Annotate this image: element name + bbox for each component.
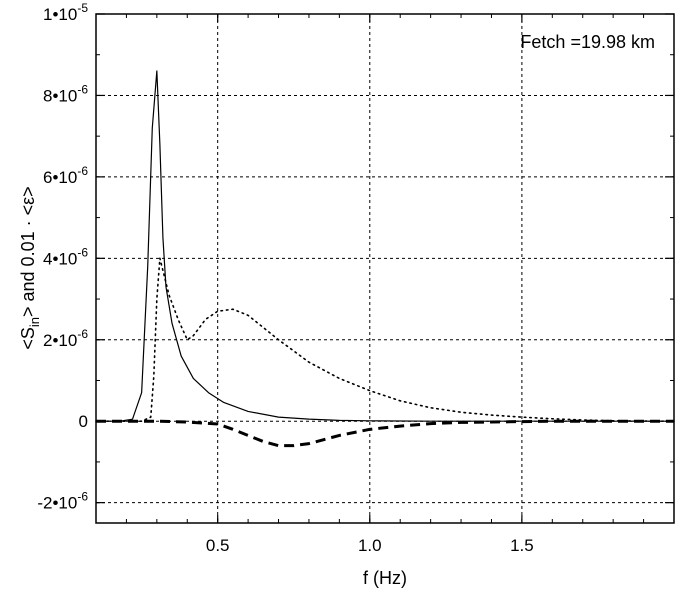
y-tick-label: -2•10-6: [37, 490, 88, 513]
y-axis-title: <Sin> and 0.01 · <ε>: [18, 186, 42, 349]
series-line-dashed: [96, 419, 674, 448]
y-tick-label: 1•10-5: [43, 1, 88, 24]
series-layer: [95, 70, 675, 448]
y-tick-label: 0: [79, 412, 88, 431]
y-tick-label: 8•10-6: [43, 82, 88, 105]
y-tick-label: 2•10-6: [43, 327, 88, 350]
y-tick-label: 4•10-6: [43, 245, 88, 268]
x-tick-label: 1.0: [358, 536, 382, 555]
x-tick-label: 0.5: [206, 536, 230, 555]
y-tick-label: 6•10-6: [43, 164, 88, 187]
series-line-dotted: [95, 257, 675, 422]
annotation-fetch: Fetch =19.98 km: [520, 32, 655, 52]
x-tick-label: 1.5: [510, 536, 534, 555]
plot-frame: [95, 13, 675, 524]
series-line-solid: [96, 70, 674, 422]
axis-ticks: [96, 13, 674, 523]
tick-labels: 0.5 1.0 1.5 -2•10-6 0 2•10-6 4•10-6 6•10-6 8•10-…: [37, 1, 533, 555]
x-axis-title: f (Hz): [363, 568, 407, 588]
grid-lines: [96, 14, 674, 523]
